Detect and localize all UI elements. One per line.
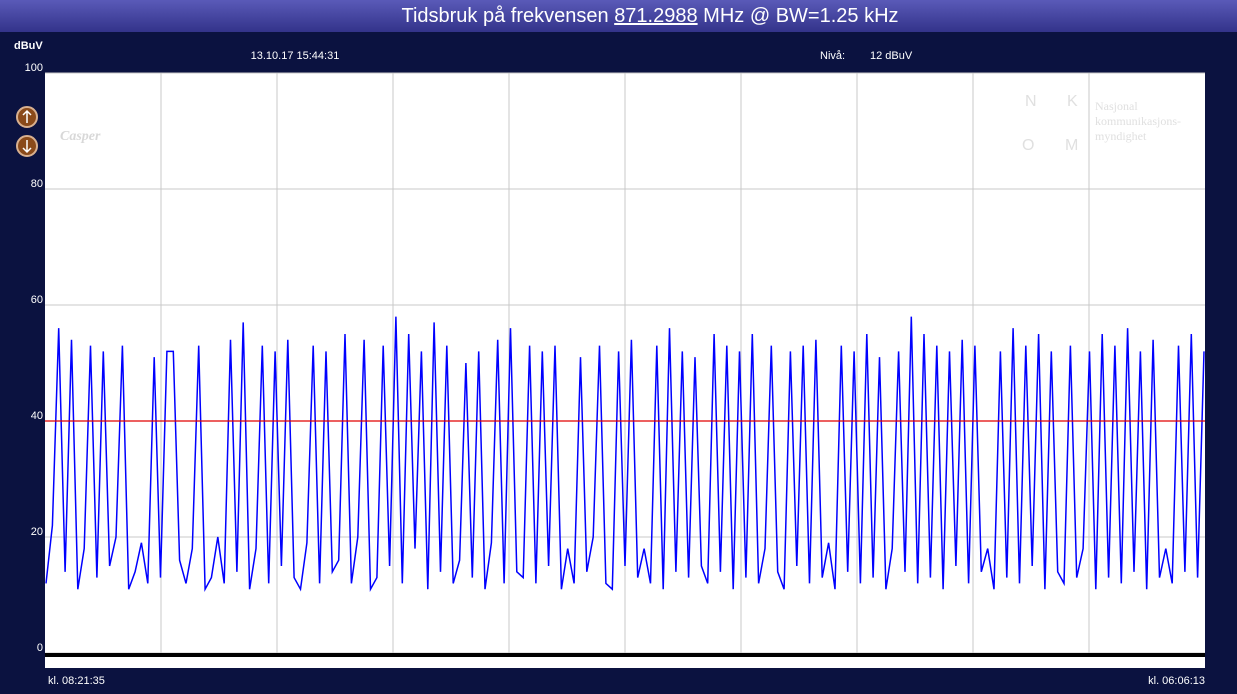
logo-letter: O — [1022, 137, 1034, 154]
level-label: Nivå: — [820, 50, 845, 62]
frequency: 871.2988 — [614, 5, 697, 27]
logo-letter: M — [1065, 137, 1078, 154]
x-end-label: kl. 06:06:13 — [1148, 675, 1205, 687]
logo-letter: K — [1067, 93, 1078, 110]
y-tick-label: 40 — [31, 410, 43, 422]
logo-right: kommunikasjons- — [1095, 114, 1181, 128]
logo-left: Casper — [60, 129, 101, 144]
timestamp: 13.10.17 15:44:31 — [251, 50, 340, 62]
y-tick-label: 20 — [31, 526, 43, 538]
title-suffix: MHz @ BW=1.25 kHz — [703, 5, 898, 27]
logo-right: Nasjonal — [1095, 99, 1138, 113]
y-tick-label: 60 — [31, 294, 43, 306]
y-tick-label: 80 — [31, 178, 43, 190]
title-prefix: Tidsbruk på frekvensen — [401, 5, 608, 27]
y-tick-label: 100 — [25, 62, 43, 74]
down-button[interactable] — [16, 135, 38, 157]
chart-title: Tidsbruk på frekvensen 871.2988 MHz @ BW… — [401, 5, 898, 27]
logo-letter: N — [1025, 93, 1037, 110]
title-bar — [0, 0, 1237, 32]
y-axis-label: dBuV — [14, 40, 43, 52]
level-value: 12 dBuV — [870, 50, 913, 62]
scroll-band — [45, 657, 1205, 668]
up-button[interactable] — [16, 106, 38, 128]
signal-line — [45, 316, 1205, 593]
y-tick-label: 0 — [37, 642, 43, 654]
x-start-label: kl. 08:21:35 — [48, 675, 105, 687]
logo-right: myndighet — [1095, 129, 1147, 143]
